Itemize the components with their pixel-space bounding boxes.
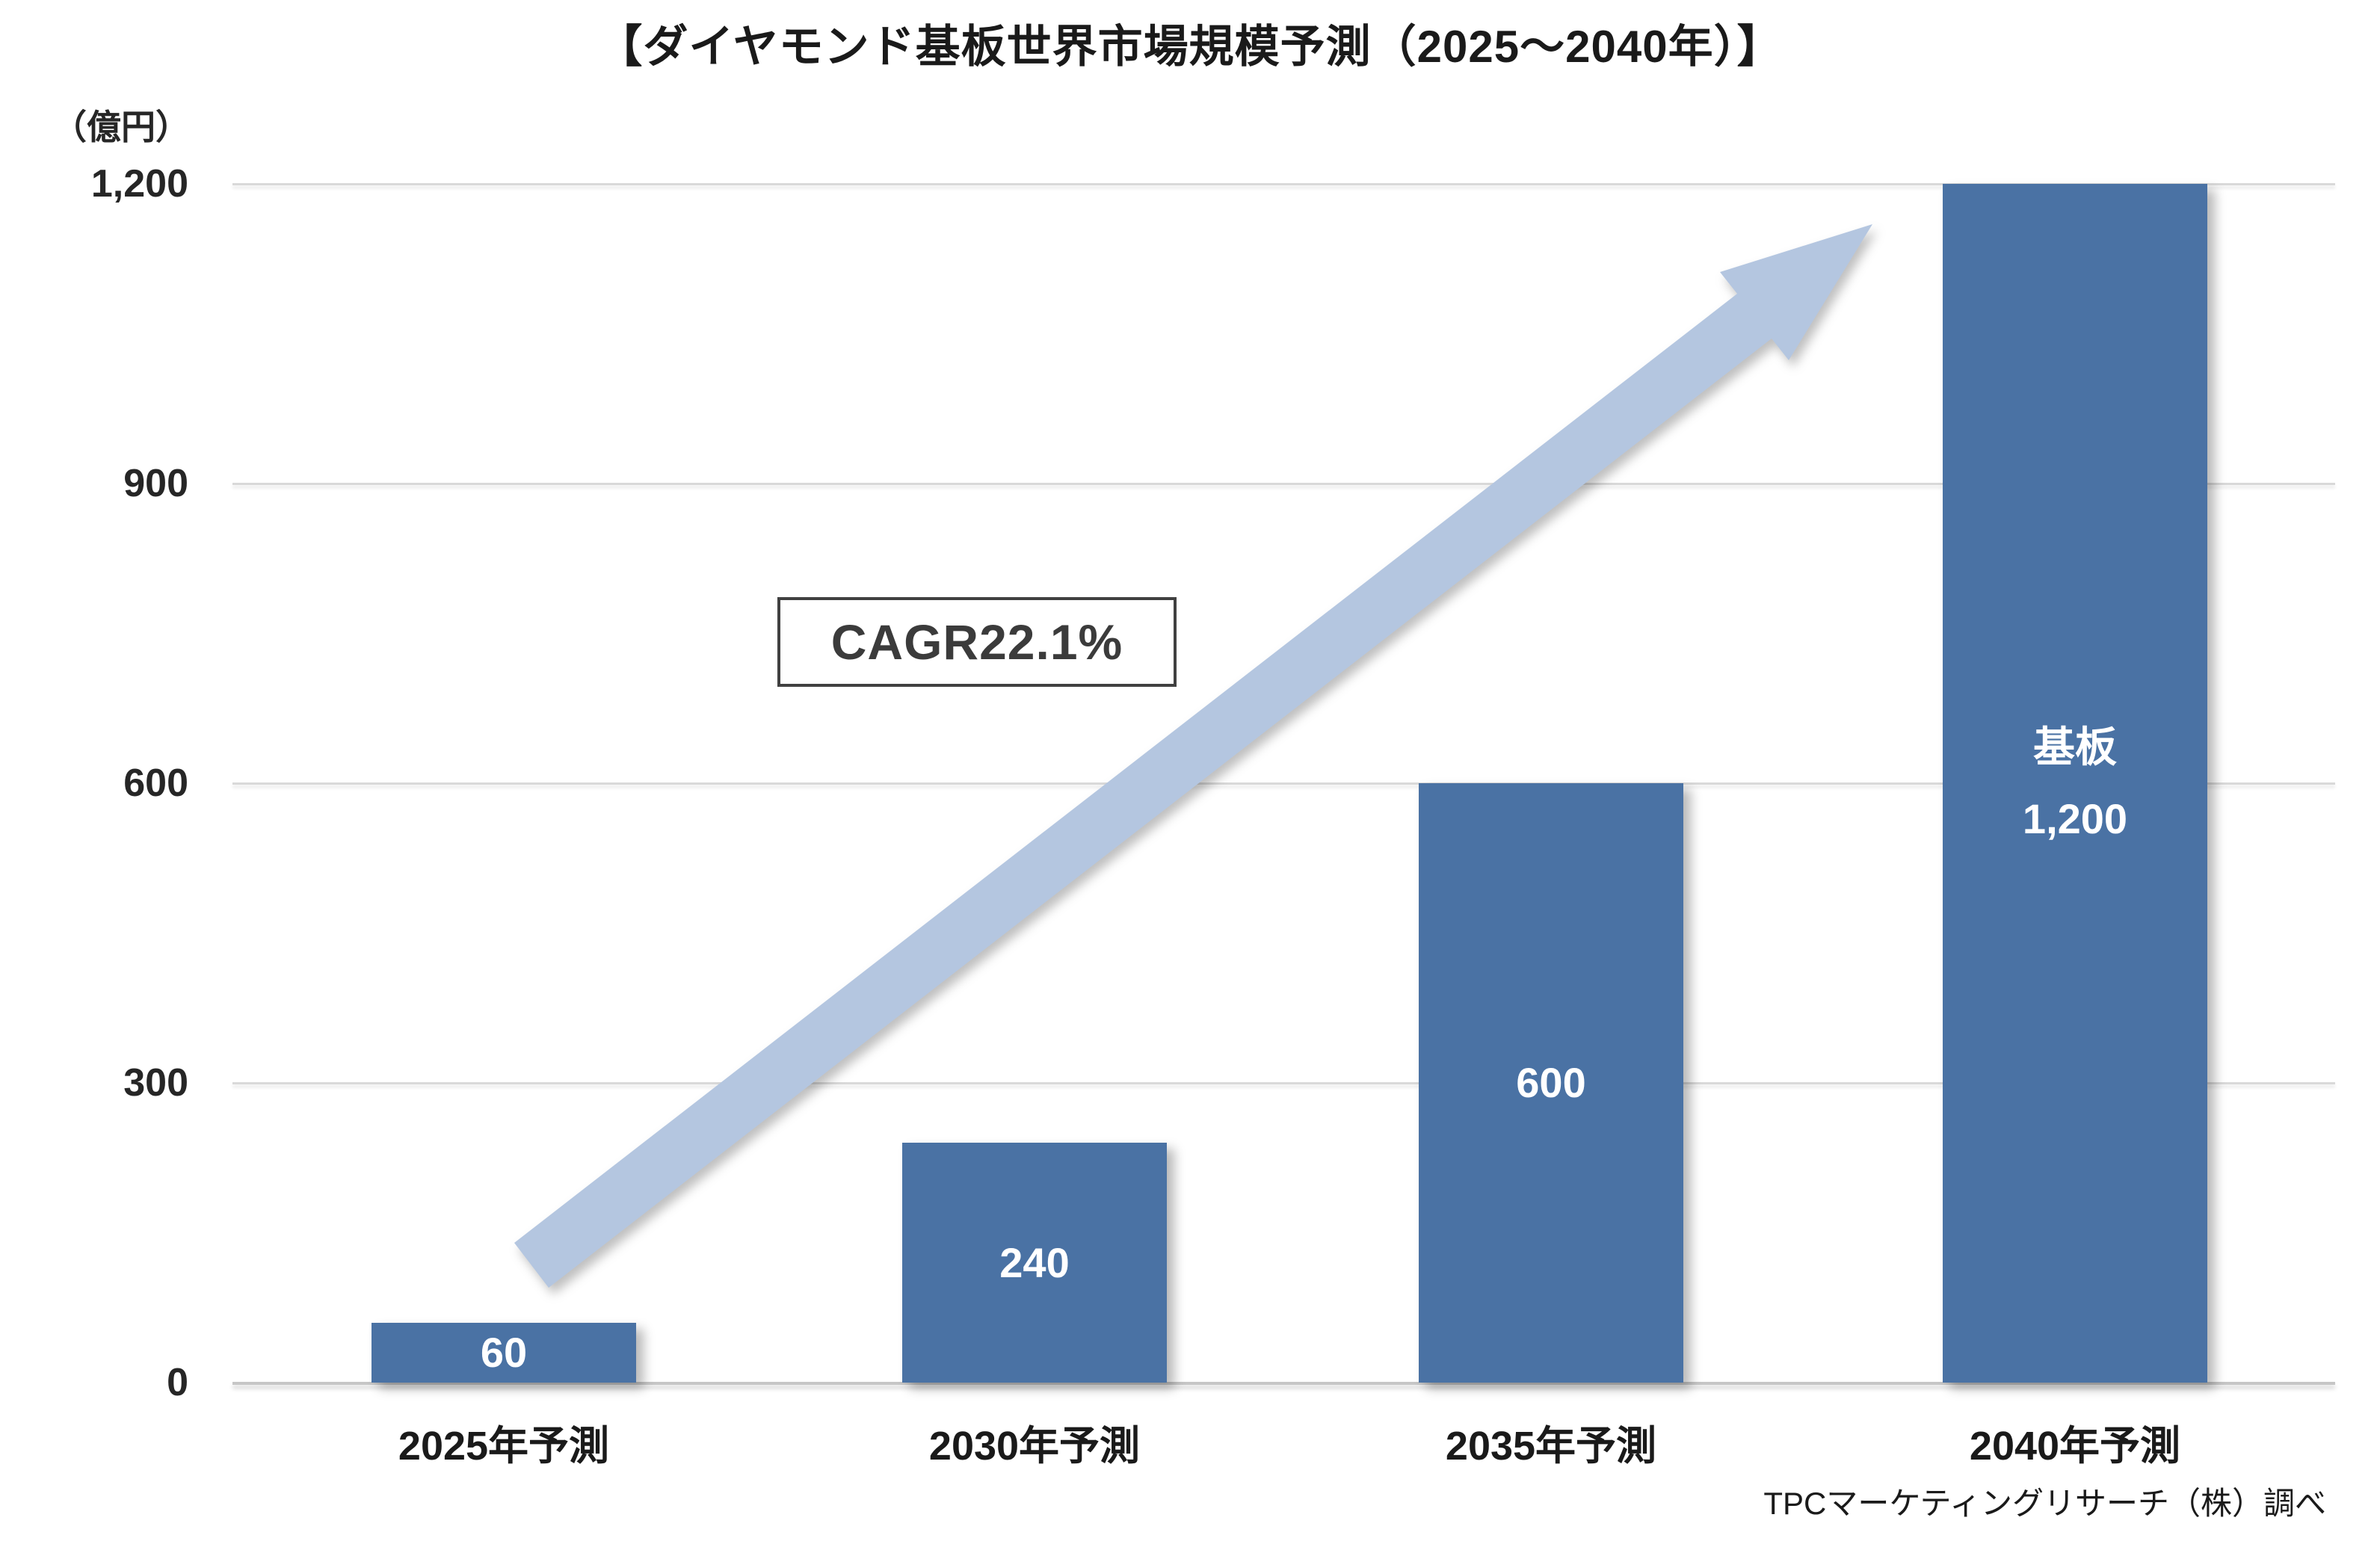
bar-value-label: 240: [999, 1238, 1070, 1286]
bar-2030年予測: 240: [902, 1143, 1167, 1383]
cagr-annotation: CAGR22.1%: [777, 597, 1177, 687]
bar-2035年予測: 600: [1419, 783, 1683, 1383]
cagr-annotation-label: CAGR22.1%: [830, 614, 1123, 670]
source-note: TPCマーケティングリサーチ（株）調べ: [1763, 1486, 2326, 1521]
chart-title: 【ダイヤモンド基板世界市場規模予測（2025～2040年）】: [597, 22, 1783, 72]
y-axis-tick-label: 600: [123, 762, 188, 805]
gridline: [232, 183, 2335, 185]
y-axis-tick-label: 1,200: [90, 162, 188, 206]
x-axis-category-label: 2025年予測: [398, 1424, 610, 1469]
bar-value-label: 600: [1516, 1059, 1586, 1106]
x-axis-category-label: 2030年予測: [928, 1424, 1141, 1469]
x-axis-category-label: 2040年予測: [1969, 1424, 2181, 1469]
x-axis-baseline: [232, 1382, 2335, 1385]
y-axis-tick-label: 0: [167, 1361, 188, 1404]
bar-value-label: 基板: [2033, 723, 2117, 771]
bar-value-label: 60: [480, 1329, 528, 1376]
y-axis-tick-label: 900: [123, 462, 188, 505]
y-axis-unit-label: （億円）: [52, 108, 190, 146]
bar-2025年予測: 60: [372, 1323, 636, 1383]
y-axis-tick-label: 300: [123, 1061, 188, 1105]
bar-2040年予測: 基板 1,200: [1943, 184, 2207, 1383]
x-axis-category-label: 2035年予測: [1445, 1424, 1657, 1469]
bar-value-label: 1,200: [2022, 795, 2128, 842]
